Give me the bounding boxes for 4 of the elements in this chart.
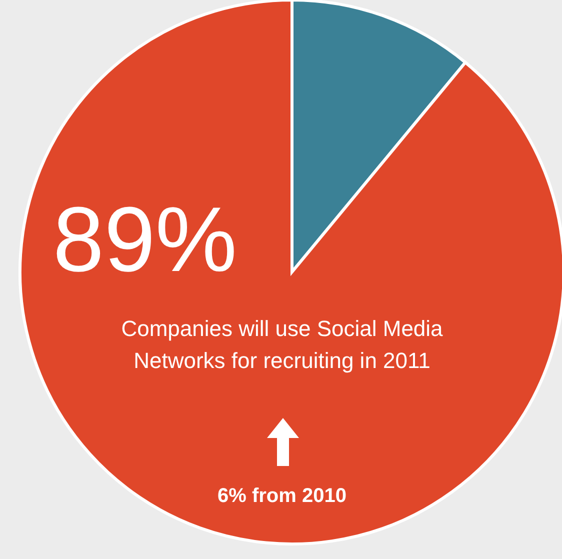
data-label: 89% bbox=[52, 188, 238, 293]
pie-slice bbox=[18, 0, 562, 546]
text: 6% from 2010 bbox=[216, 484, 348, 509]
text: Companies will use Social Media Networks for recruiting in 2011 bbox=[120, 315, 444, 375]
